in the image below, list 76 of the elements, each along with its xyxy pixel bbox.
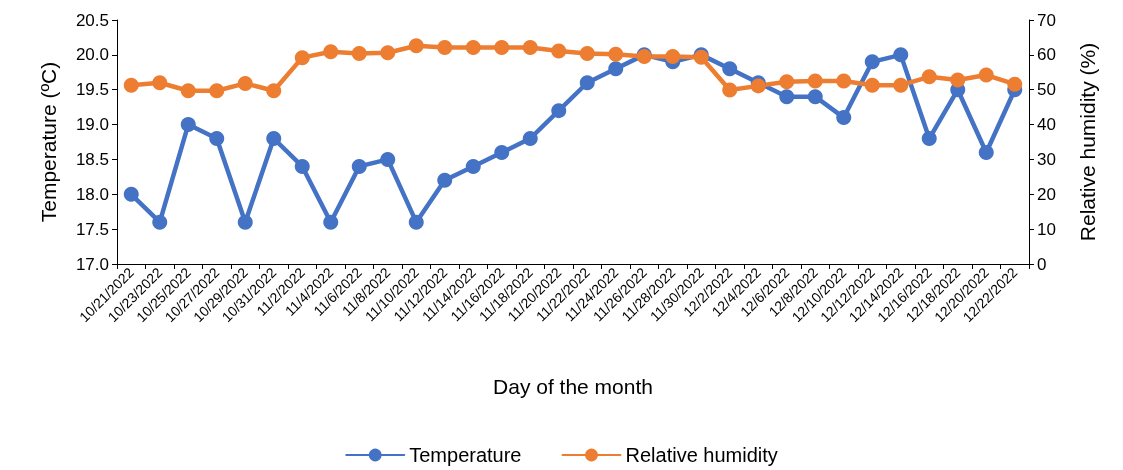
point	[864, 77, 880, 93]
point	[978, 144, 994, 160]
point	[237, 75, 253, 91]
point	[722, 61, 738, 77]
point	[266, 131, 282, 147]
y2-tick-label: 30	[1037, 149, 1056, 169]
point	[608, 61, 624, 77]
point	[579, 45, 595, 61]
x-axis-title: Day of the month	[493, 375, 653, 398]
point	[665, 49, 681, 65]
point	[380, 45, 396, 61]
point	[494, 144, 510, 160]
point	[779, 89, 795, 105]
point	[209, 83, 225, 99]
point	[921, 131, 937, 147]
point	[123, 186, 139, 202]
y2-axis-title: Relative humidity (%)	[1076, 42, 1099, 242]
point	[351, 45, 367, 61]
point	[437, 40, 453, 56]
point	[864, 54, 880, 70]
point	[380, 151, 396, 167]
point	[950, 72, 966, 88]
y-tick-label: 20.5	[75, 10, 109, 30]
point	[294, 50, 310, 66]
point	[294, 158, 310, 174]
point	[836, 110, 852, 126]
point	[408, 214, 424, 230]
y-tick-label: 17.0	[75, 254, 109, 274]
point	[551, 103, 567, 119]
point	[836, 73, 852, 89]
y2-tick-label: 0	[1037, 254, 1047, 274]
point	[893, 77, 909, 93]
point	[579, 75, 595, 91]
point	[893, 47, 909, 63]
point	[266, 83, 282, 99]
y2-tick-label: 20	[1037, 184, 1056, 204]
point	[152, 214, 168, 230]
point	[465, 158, 481, 174]
point	[408, 38, 424, 54]
legend-label: Relative humidity	[625, 444, 778, 466]
y2-tick-label: 10	[1037, 219, 1056, 239]
y-tick-label: 19.5	[75, 80, 109, 100]
legend-label: Temperature	[409, 444, 522, 466]
y2-tick-label: 70	[1037, 10, 1056, 30]
y2-tick-label: 40	[1037, 115, 1056, 135]
point	[807, 89, 823, 105]
point	[779, 74, 795, 90]
point	[722, 82, 738, 98]
y-tick-label: 18.5	[75, 149, 109, 169]
point	[465, 40, 481, 56]
point	[522, 40, 538, 56]
point	[152, 75, 168, 91]
point	[807, 73, 823, 89]
y-tick-label: 20.0	[75, 45, 109, 65]
point	[351, 158, 367, 174]
y2-tick-label: 50	[1037, 80, 1056, 100]
y2-tick-label: 60	[1037, 45, 1056, 65]
point	[1007, 76, 1023, 92]
point	[437, 172, 453, 188]
point	[323, 44, 339, 60]
y-tick-label: 19.0	[75, 115, 109, 135]
point	[209, 131, 225, 147]
point	[180, 83, 196, 99]
point	[921, 69, 937, 85]
y-tick-label: 18.0	[75, 184, 109, 204]
point	[237, 214, 253, 230]
point	[323, 214, 339, 230]
point	[551, 43, 567, 59]
y-tick-label: 17.5	[75, 219, 109, 239]
point	[978, 67, 994, 83]
point	[608, 46, 624, 62]
point	[180, 117, 196, 133]
point	[522, 131, 538, 147]
point	[123, 77, 139, 93]
y-axis-title: Temperature (ºC)	[37, 61, 60, 223]
point	[494, 40, 510, 56]
